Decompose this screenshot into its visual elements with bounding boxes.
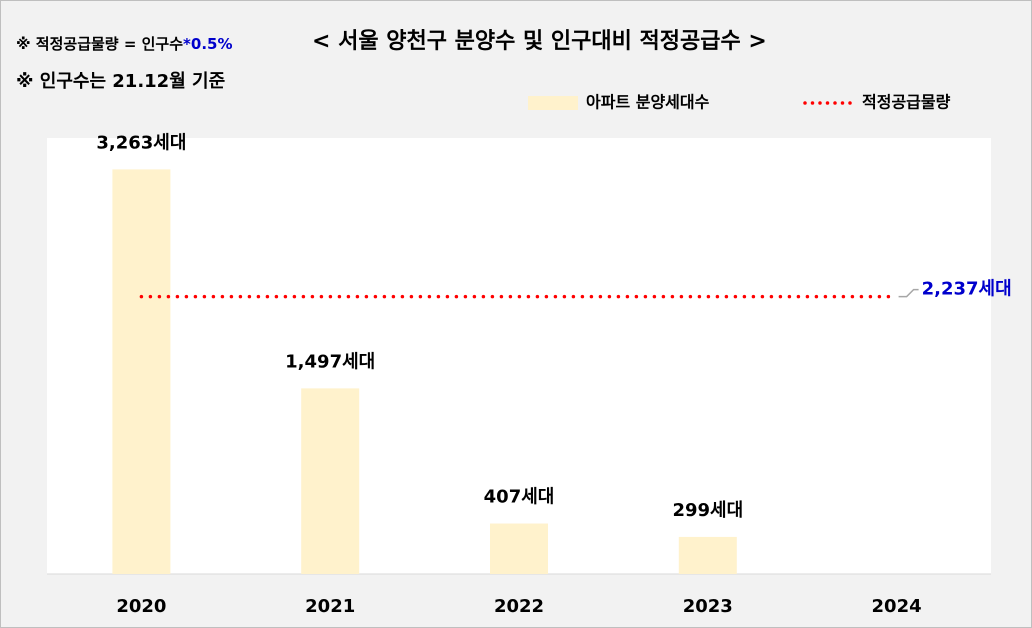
x-tick-label: 2024	[872, 596, 922, 617]
x-tick-label: 2023	[683, 596, 733, 617]
bar	[678, 536, 737, 574]
chart-title: < 서울 양천구 분양수 및 인구대비 적정공급수 >	[312, 29, 767, 54]
plot-area	[47, 138, 991, 574]
data-label: 2,237세대	[922, 279, 1012, 300]
leader-line	[898, 288, 919, 298]
bar	[490, 523, 548, 574]
bar	[112, 169, 171, 574]
data-label: 1,497세대	[285, 351, 375, 372]
x-tick-label: 2022	[494, 596, 544, 617]
legend-swatch	[528, 96, 578, 110]
note-factor: *0.5%	[183, 35, 232, 53]
data-label: 3,263세대	[96, 132, 186, 153]
data-label: 299세대	[672, 500, 743, 521]
bar	[301, 388, 360, 574]
note: ※ 적정공급물량 = 인구수*0.5%	[16, 35, 232, 53]
data-label: 407세대	[484, 487, 555, 508]
legend-label: 적정공급물량	[862, 93, 951, 112]
note: ※ 인구수는 21.12월 기준	[16, 71, 225, 92]
x-tick-label: 2021	[305, 596, 355, 617]
x-tick-label: 2020	[116, 596, 166, 617]
note-text: ※ 적정공급물량 = 인구수	[16, 35, 183, 53]
legend-label: 아파트 분양세대수	[586, 93, 710, 112]
